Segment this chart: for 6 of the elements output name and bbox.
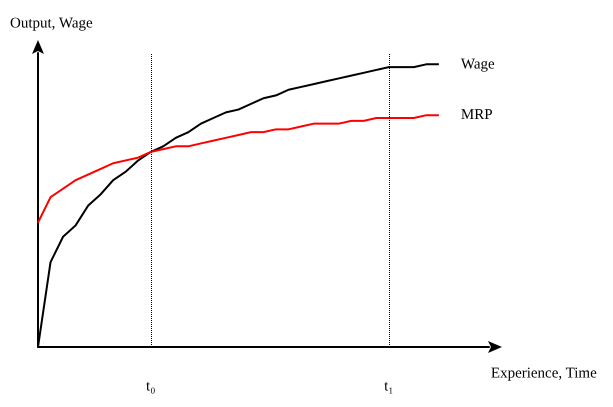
x-axis-title: Experience, Time (490, 366, 598, 382)
x-tick-label: t₀ (146, 378, 156, 394)
series-label: MRP (460, 107, 493, 124)
y-axis-title: Output, Wage (10, 16, 94, 32)
series-label: Wage (460, 56, 496, 72)
x-tick-label: t₁ (384, 378, 394, 394)
